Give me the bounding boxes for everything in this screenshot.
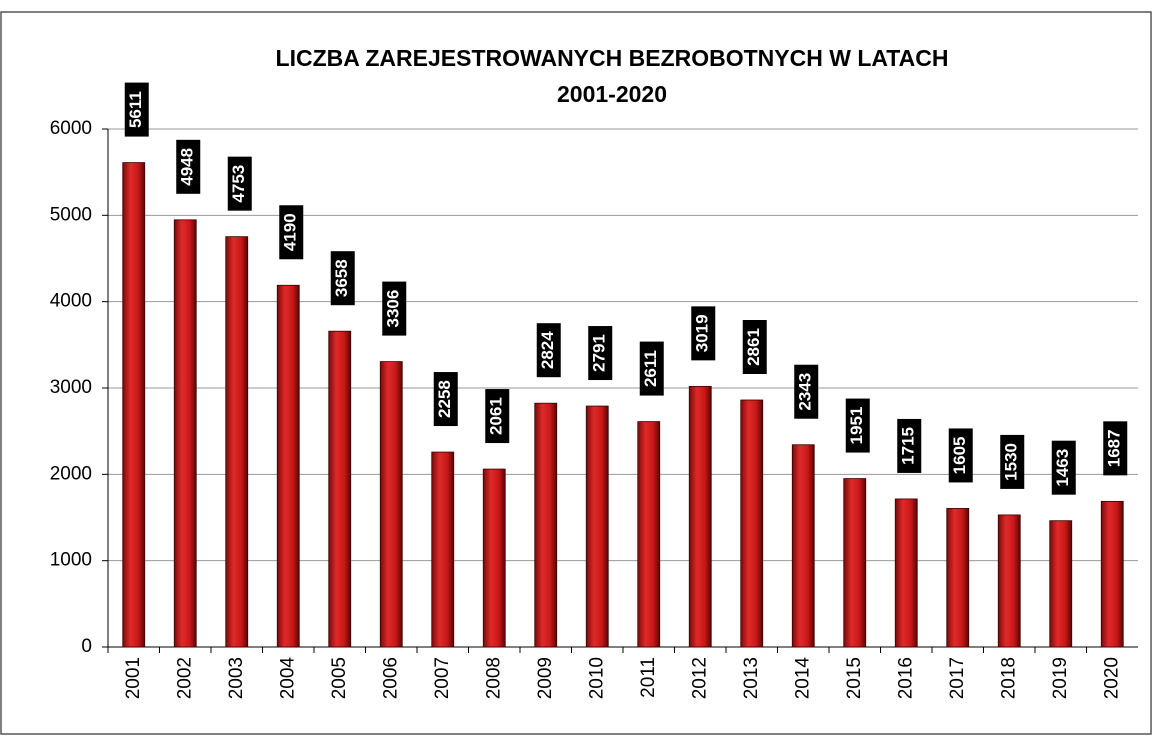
bar [379, 361, 403, 648]
x-tick-label: 2005 [329, 657, 350, 699]
x-tick-label: 2003 [226, 657, 247, 699]
x-tick-label: 2020 [1101, 657, 1122, 699]
chart-subtitle: 2001-2020 [557, 81, 667, 107]
bar [894, 498, 918, 648]
bar [122, 162, 146, 648]
y-tick-label: 4000 [50, 291, 92, 312]
frame [0, 11, 1152, 735]
value-label: 2861 [744, 328, 763, 366]
value-label-box [948, 428, 973, 483]
value-label: 1605 [950, 437, 969, 475]
y-tick-label: 1000 [50, 550, 92, 571]
x-tick-label: 2017 [947, 657, 968, 699]
bar [225, 236, 249, 648]
value-label: 2258 [435, 380, 454, 418]
bar [740, 399, 764, 648]
value-label: 1463 [1053, 449, 1072, 487]
value-label-box [588, 326, 613, 381]
y-tick-label: 0 [81, 636, 92, 657]
value-label: 2061 [487, 397, 506, 435]
x-tick-label: 2016 [895, 657, 916, 699]
x-tick-label: 2008 [483, 657, 504, 699]
value-label-box [1051, 440, 1076, 495]
value-label: 2343 [796, 373, 815, 411]
bar [637, 421, 661, 648]
value-label: 1715 [899, 427, 918, 465]
x-tick-label: 2004 [277, 657, 298, 700]
bar [585, 405, 609, 648]
value-label-box [330, 251, 355, 306]
bar [328, 330, 352, 648]
bar [1049, 520, 1073, 648]
value-label-box [433, 372, 458, 427]
value-label-box [1000, 434, 1025, 489]
value-label: 1687 [1105, 429, 1124, 467]
chart-title: LICZBA ZAREJESTROWANYCH BEZROBOTNYCH W L… [276, 45, 949, 71]
value-label-box [485, 389, 510, 444]
value-label: 4753 [229, 165, 248, 203]
value-label-box [124, 82, 149, 137]
value-label-box [845, 398, 870, 453]
x-tick-label: 2009 [535, 657, 556, 699]
x-tick-label: 2002 [174, 657, 195, 699]
x-tick-label: 2019 [1050, 657, 1071, 699]
x-tick-label: 2011 [638, 657, 659, 698]
value-label: 2611 [641, 350, 660, 387]
value-label: 4948 [178, 148, 197, 186]
bar [431, 451, 455, 648]
y-tick-label: 3000 [50, 377, 92, 398]
value-label: 3658 [332, 259, 351, 297]
bar [997, 514, 1021, 648]
x-tick-label: 2014 [792, 657, 813, 700]
x-tick-label: 2012 [689, 657, 710, 699]
value-label-box [382, 281, 407, 336]
x-tick-label: 2006 [380, 657, 401, 699]
value-label-box [794, 364, 819, 419]
value-label-box [639, 341, 664, 396]
x-tick-label: 2015 [844, 657, 865, 699]
value-label-box [279, 205, 304, 260]
y-tick-label: 6000 [50, 118, 92, 139]
value-label: 3019 [693, 314, 712, 352]
bar [843, 478, 867, 648]
value-label: 1951 [847, 407, 866, 445]
bar [482, 468, 506, 648]
value-label: 5611 [126, 91, 145, 128]
value-label: 4190 [281, 213, 300, 251]
value-label-box [691, 306, 716, 361]
bar [688, 385, 712, 648]
x-tick-label: 2010 [586, 657, 607, 699]
bar [946, 508, 970, 648]
bar [1100, 500, 1124, 648]
value-label: 2824 [538, 331, 557, 369]
value-label-box [742, 320, 767, 375]
value-label-box [176, 139, 201, 194]
bar [791, 444, 815, 648]
value-label-box [1103, 421, 1128, 476]
x-tick-label: 2013 [741, 657, 762, 699]
value-label: 2791 [590, 334, 609, 372]
value-label-box [227, 156, 252, 211]
bar [173, 219, 197, 648]
bar [276, 284, 300, 648]
y-tick-label: 2000 [50, 463, 92, 484]
bar [534, 402, 558, 648]
x-tick-label: 2007 [432, 657, 453, 699]
value-label-box [897, 418, 922, 473]
value-label: 1530 [1002, 443, 1021, 481]
y-tick-label: 5000 [50, 204, 92, 225]
x-tick-label: 2001 [123, 657, 144, 699]
x-tick-label: 2018 [998, 657, 1019, 699]
value-label: 3306 [384, 290, 403, 328]
value-label-box [536, 323, 561, 378]
